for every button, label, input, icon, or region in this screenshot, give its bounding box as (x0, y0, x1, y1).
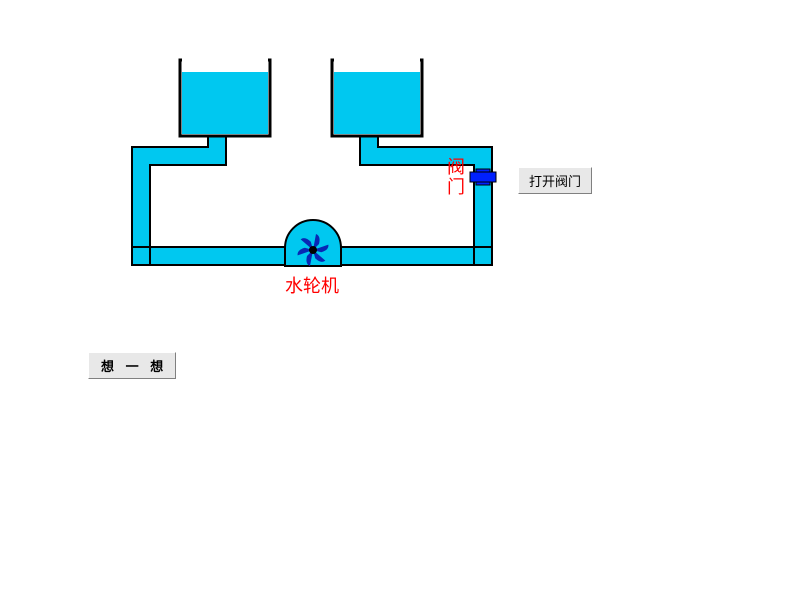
think-button[interactable]: 想 一 想 (88, 352, 176, 379)
water-circuit-diagram: 阀门 水轮机 打开阀门 想 一 想 (0, 0, 800, 600)
diagram-svg (0, 0, 800, 600)
turbine-label: 水轮机 (285, 272, 339, 298)
right-tank (332, 58, 422, 136)
turbine (285, 220, 341, 266)
open-valve-button[interactable]: 打开阀门 (518, 167, 592, 194)
valve-label: 阀门 (442, 157, 468, 197)
left-tank (180, 58, 270, 136)
